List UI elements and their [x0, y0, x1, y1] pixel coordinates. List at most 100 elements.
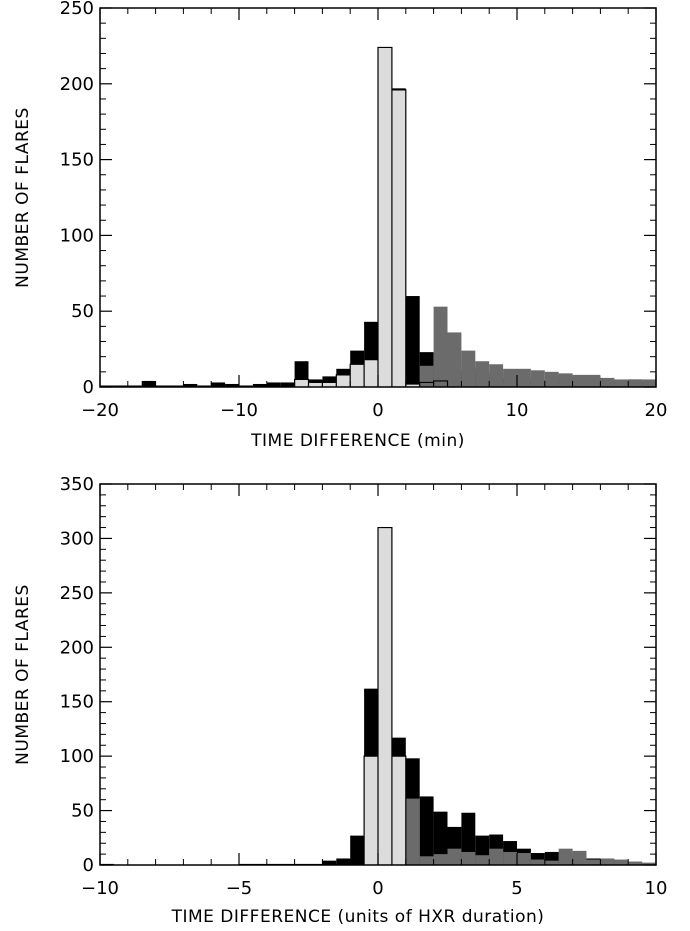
dark-bar: [503, 851, 517, 865]
y-axis-title: NUMBER OF FLARES: [13, 584, 33, 765]
light-bar: [378, 47, 392, 387]
y-tick-label: 150: [60, 150, 94, 171]
dark-bar: [544, 860, 559, 865]
light-bar: [322, 382, 337, 387]
x-tick-label: −20: [81, 400, 119, 421]
y-tick-label: 200: [60, 74, 94, 95]
dark-bar: [558, 373, 573, 387]
y-tick-label: 50: [71, 801, 94, 822]
total-bar: [419, 796, 434, 865]
light-bar: [364, 756, 378, 865]
dark-bar: [461, 350, 476, 387]
total-bar: [266, 382, 281, 387]
light-outline: [363, 526, 407, 865]
total-bar: [280, 382, 295, 387]
total-bar: [336, 858, 351, 865]
dark-bar: [572, 850, 587, 865]
dark-bar: [405, 798, 420, 865]
total-bar: [225, 383, 239, 387]
light-outline: [294, 46, 449, 387]
x-axis-title: TIME DIFFERENCE (min): [250, 431, 465, 451]
total-bar: [211, 382, 226, 387]
light-bar: [308, 382, 323, 387]
y-tick-label: 100: [60, 225, 94, 246]
dark-bar: [461, 851, 476, 865]
x-tick-label: 10: [645, 878, 668, 899]
dark-bar: [600, 377, 615, 387]
dark-bar: [586, 859, 601, 865]
dark-bar: [433, 306, 448, 387]
light-bar: [391, 89, 406, 387]
dark-bar: [628, 861, 643, 865]
y-tick-label: 350: [60, 474, 94, 495]
light-bar: [336, 374, 351, 387]
light-bar: [350, 364, 365, 387]
dark-bar: [489, 364, 504, 387]
total-bar: [322, 376, 337, 387]
total-bar: [155, 385, 170, 387]
light-bar: [294, 379, 309, 387]
dark-bar: [614, 379, 629, 387]
dark-bar: [503, 368, 517, 387]
dark-bar: [642, 862, 656, 865]
x-tick-label: −5: [226, 878, 253, 899]
dark-bar: [586, 374, 601, 387]
total-bar: [113, 385, 128, 387]
light-bar: [405, 383, 420, 387]
total-bar: [100, 385, 114, 387]
dark-bar: [600, 858, 615, 865]
dark-bar: [614, 859, 629, 865]
x-tick-label: 20: [645, 400, 668, 421]
dark-bar: [530, 859, 545, 865]
total-bar: [239, 385, 253, 387]
dark-bar: [530, 370, 545, 387]
total-bar: [141, 380, 156, 387]
x-tick-label: 0: [372, 400, 383, 421]
dark-bar: [475, 361, 490, 387]
x-axis-title: TIME DIFFERENCE (units of HXR duration): [171, 907, 545, 927]
light-bar: [391, 756, 406, 865]
dark-bar: [419, 365, 434, 387]
dark-bar: [475, 855, 490, 865]
dark-bar: [489, 848, 504, 865]
y-tick-label: 250: [60, 0, 94, 19]
total-bar: [530, 853, 545, 865]
x-tick-label: −10: [81, 878, 119, 899]
dark-bar: [517, 853, 531, 865]
total-bar: [169, 385, 184, 387]
total-bar: [405, 296, 420, 387]
dark-bar: [517, 368, 531, 387]
y-tick-label: 0: [83, 377, 94, 398]
dark-bar: [572, 374, 587, 387]
dark-bar: [447, 848, 462, 865]
x-tick-label: −10: [220, 400, 258, 421]
light-bar: [364, 359, 378, 387]
total-bar: [197, 385, 212, 387]
dark-bar: [419, 856, 434, 865]
dark-bar: [628, 379, 643, 387]
dark-bar: [447, 332, 462, 387]
y-axis-title: NUMBER OF FLARES: [13, 107, 33, 288]
total-bar: [252, 383, 267, 387]
y-tick-label: 250: [60, 583, 94, 604]
light-bar: [378, 527, 392, 865]
total-bar: [127, 385, 142, 387]
x-tick-label: 10: [506, 400, 529, 421]
y-tick-label: 300: [60, 528, 94, 549]
dark-bar: [433, 854, 448, 865]
y-tick-label: 50: [71, 301, 94, 322]
total-bar: [183, 383, 198, 387]
total-bar: [322, 860, 337, 865]
total-bar: [433, 811, 448, 865]
y-tick-label: 0: [83, 855, 94, 876]
y-tick-label: 150: [60, 692, 94, 713]
x-tick-label: 5: [511, 878, 522, 899]
dark-bar: [558, 848, 573, 865]
dark-bar: [642, 379, 656, 387]
total-bar: [350, 835, 365, 865]
dark-bar: [544, 371, 559, 387]
x-tick-label: 0: [372, 878, 383, 899]
